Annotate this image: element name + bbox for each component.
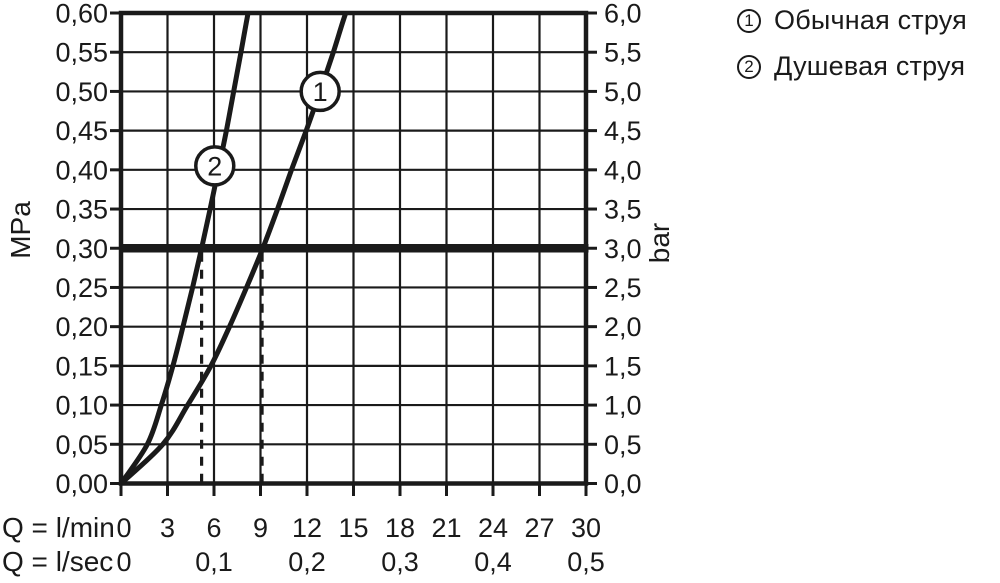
- legend-label-normal-spray: Обычная струя: [774, 5, 967, 35]
- series-marker-number-1: 1: [313, 77, 328, 107]
- x-lsec-tick-label: 0,1: [195, 547, 233, 577]
- y-left-tick-label: 0,55: [55, 38, 108, 68]
- y-right-tick-label: 0,0: [604, 469, 642, 499]
- x-lmin-tick-label: 27: [524, 513, 554, 543]
- y-left-tick-label: 0,00: [55, 469, 108, 499]
- x-lmin-tick-label: 24: [478, 513, 508, 543]
- y-left-tick-label: 0,05: [55, 430, 108, 460]
- x-lsec-tick-label: 0,4: [474, 547, 512, 577]
- x-lsec-tick-label: 0: [116, 547, 131, 577]
- legend-item-shower-spray: 2 Душевая струя: [737, 50, 967, 83]
- y-right-unit-label: bar: [644, 223, 675, 263]
- series-marker-2: [194, 145, 236, 187]
- flow-rate-pressure-chart: 0,600,550,500,450,400,350,300,250,200,15…: [2, 0, 675, 577]
- y-right-tick-label: 1,5: [604, 351, 642, 381]
- x-lsec-tick-label: 0,5: [567, 547, 605, 577]
- y-left-tick-label: 0,20: [55, 312, 108, 342]
- x-lmin-tick-label: 12: [292, 513, 322, 543]
- curve-series-2: [119, 11, 252, 485]
- y-right-tick-label: 1,0: [604, 391, 642, 421]
- chart-generated-content: 0,600,550,500,450,400,350,300,250,200,15…: [55, 0, 641, 577]
- legend-label-shower-spray: Душевая струя: [774, 51, 966, 81]
- y-right-tick-label: 0,5: [604, 430, 642, 460]
- y-right-tick-label: 4,5: [604, 116, 642, 146]
- y-left-tick-label: 0,35: [55, 195, 108, 225]
- y-left-tick-label: 0,30: [55, 234, 108, 264]
- x-lmin-tick-label: 30: [571, 513, 601, 543]
- legend-number-2-icon: 2: [737, 54, 761, 79]
- y-left-tick-label: 0,60: [55, 0, 108, 29]
- y-right-tick-label: 3,5: [604, 195, 642, 225]
- y-right-tick-label: 4,0: [604, 155, 642, 185]
- curve-series-1: [119, 11, 350, 485]
- series-marker-1: [299, 70, 341, 113]
- y-right-tick-label: 6,0: [604, 0, 642, 29]
- y-left-tick-label: 0,50: [55, 77, 108, 107]
- legend-number-1-icon: 1: [737, 8, 761, 33]
- y-right-tick-label: 5,0: [604, 77, 642, 107]
- x-axis-lsec-unit-label: Q = l/sec: [2, 546, 113, 577]
- x-lmin-tick-label: 15: [338, 513, 368, 543]
- y-right-tick-label: 2,0: [604, 312, 642, 342]
- y-left-tick-label: 0,25: [55, 273, 108, 303]
- y-left-tick-label: 0,10: [55, 391, 108, 421]
- chart-legend: 1 Обычная струя 2 Душевая струя: [737, 4, 967, 96]
- y-right-tick-label: 3,0: [604, 234, 642, 264]
- x-lmin-tick-label: 3: [160, 513, 175, 543]
- y-right-tick-label: 5,5: [604, 38, 642, 68]
- y-left-tick-label: 0,40: [55, 155, 108, 185]
- y-left-tick-label: 0,45: [55, 116, 108, 146]
- x-lmin-tick-label: 9: [253, 513, 268, 543]
- x-lmin-tick-label: 6: [206, 513, 221, 543]
- x-lsec-tick-label: 0,2: [288, 547, 326, 577]
- series-marker-number-2: 2: [207, 151, 222, 181]
- legend-item-normal-spray: 1 Обычная струя: [737, 4, 967, 37]
- x-lsec-tick-label: 0,3: [381, 547, 419, 577]
- x-axis-lmin-unit-label: Q = l/min: [2, 512, 115, 543]
- x-lmin-tick-label: 0: [116, 513, 131, 543]
- x-lmin-tick-label: 21: [431, 513, 461, 543]
- x-lmin-tick-label: 18: [385, 513, 415, 543]
- y-left-unit-label: MPa: [5, 201, 36, 259]
- y-right-tick-label: 2,5: [604, 273, 642, 303]
- y-left-tick-label: 0,15: [55, 351, 108, 381]
